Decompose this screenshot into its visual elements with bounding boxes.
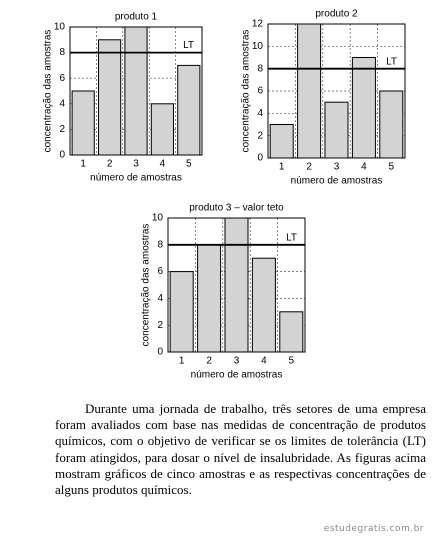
- x-tick-label: 5: [289, 356, 295, 367]
- x-tick-label: 1: [80, 159, 86, 170]
- x-tick-label: 3: [334, 162, 340, 173]
- paragraph: Durante uma jornada de trabalho, três se…: [55, 401, 426, 498]
- y-tick-label: 10: [152, 213, 164, 224]
- y-tick-label: 0: [59, 150, 65, 161]
- bar: [197, 244, 222, 353]
- x-tick-label: 5: [389, 162, 395, 173]
- y-tick-label: 6: [257, 86, 263, 97]
- bar: [324, 101, 349, 159]
- bar: [279, 311, 304, 353]
- y-tick-label: 8: [257, 63, 263, 74]
- reference-label: LT: [286, 232, 297, 243]
- x-tick-label: 2: [306, 162, 312, 173]
- y-tick-label: 2: [157, 320, 163, 331]
- plot-frame: [267, 23, 406, 159]
- bar: [98, 39, 122, 156]
- x-tick-label: 5: [186, 159, 192, 170]
- y-tick-label: 8: [59, 47, 65, 58]
- y-tick-label: 12: [252, 19, 264, 30]
- bar: [177, 64, 201, 156]
- x-axis-title: número de amostras: [90, 173, 182, 184]
- bar: [71, 90, 95, 156]
- x-axis-title: número de amostras: [191, 370, 283, 381]
- bar: [169, 271, 194, 353]
- plot-frame: [167, 217, 306, 353]
- bar: [150, 103, 174, 156]
- watermark: estudegratis.com.br: [323, 524, 424, 534]
- y-tick-label: 10: [252, 41, 264, 52]
- y-tick-label: 2: [59, 124, 65, 135]
- bar: [351, 57, 376, 159]
- bar: [269, 124, 294, 159]
- x-tick-label: 3: [234, 356, 240, 367]
- y-axis-title: concentração das amostras: [241, 30, 252, 153]
- y-tick-label: 4: [257, 108, 263, 119]
- reference-label: LT: [386, 56, 397, 67]
- chart-title: produto 1: [115, 12, 158, 23]
- y-tick-label: 10: [54, 22, 66, 33]
- x-tick-label: 3: [133, 159, 139, 170]
- y-tick-label: 0: [257, 153, 263, 164]
- plot-frame: [69, 26, 203, 156]
- reference-label: LT: [183, 40, 194, 51]
- bar: [297, 23, 322, 159]
- bar: [224, 217, 249, 353]
- x-tick-label: 1: [279, 162, 285, 173]
- x-tick-label: 1: [179, 356, 185, 367]
- x-axis-title: número de amostras: [291, 176, 383, 187]
- bar: [124, 26, 148, 156]
- x-tick-label: 2: [206, 356, 212, 367]
- x-tick-label: 4: [160, 159, 166, 170]
- x-tick-label: 4: [361, 162, 367, 173]
- y-tick-label: 0: [157, 347, 163, 358]
- chart-title: produto 3 – valor teto: [189, 203, 284, 214]
- x-tick-label: 4: [261, 356, 267, 367]
- chart-title: produto 2: [315, 9, 358, 20]
- y-tick-label: 4: [59, 98, 65, 109]
- y-tick-label: 6: [157, 266, 163, 277]
- y-tick-label: 4: [157, 293, 163, 304]
- bar: [251, 257, 276, 353]
- y-axis-title: concentração das amostras: [141, 224, 152, 347]
- bar: [379, 90, 404, 159]
- x-tick-label: 2: [107, 159, 113, 170]
- y-tick-label: 6: [59, 73, 65, 84]
- y-tick-label: 2: [257, 130, 263, 141]
- y-tick-label: 8: [157, 239, 163, 250]
- y-axis-title: concentração das amostras: [43, 30, 54, 153]
